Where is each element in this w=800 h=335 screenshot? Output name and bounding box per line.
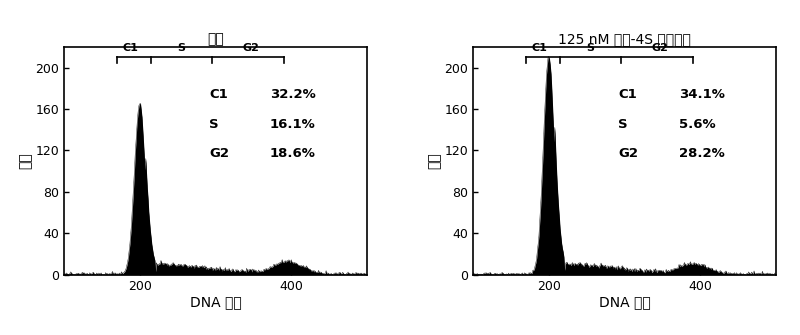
- Text: C1: C1: [532, 43, 548, 53]
- Y-axis label: 计数: 计数: [18, 152, 33, 169]
- Text: G2: G2: [210, 147, 230, 160]
- Text: C1: C1: [618, 88, 638, 101]
- Text: C1: C1: [122, 43, 138, 53]
- Text: S: S: [210, 118, 219, 131]
- Title: 对照: 对照: [207, 32, 224, 46]
- Text: 32.2%: 32.2%: [270, 88, 316, 101]
- Title: 125 nM 顺式-4S 伊曲康唢: 125 nM 顺式-4S 伊曲康唢: [558, 32, 691, 46]
- Text: S: S: [618, 118, 628, 131]
- Text: C1: C1: [210, 88, 228, 101]
- Text: 5.6%: 5.6%: [679, 118, 716, 131]
- Text: G2: G2: [652, 43, 669, 53]
- Text: 28.2%: 28.2%: [679, 147, 725, 160]
- X-axis label: DNA 含量: DNA 含量: [190, 295, 242, 309]
- Text: S: S: [586, 43, 594, 53]
- Text: 18.6%: 18.6%: [270, 147, 316, 160]
- Text: S: S: [178, 43, 186, 53]
- Y-axis label: 计数: 计数: [427, 152, 442, 169]
- Text: 16.1%: 16.1%: [270, 118, 316, 131]
- Text: G2: G2: [618, 147, 638, 160]
- Text: G2: G2: [243, 43, 260, 53]
- Text: 34.1%: 34.1%: [679, 88, 725, 101]
- X-axis label: DNA 含量: DNA 含量: [598, 295, 650, 309]
